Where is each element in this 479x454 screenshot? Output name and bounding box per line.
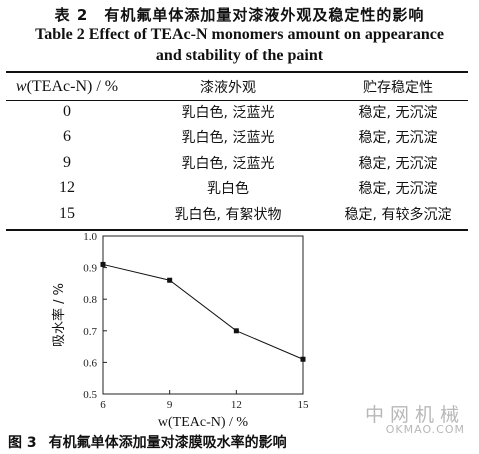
cell-appearance: 乳白色, 泛蓝光: [181, 155, 275, 172]
x-tick-label: 9: [167, 399, 173, 411]
y-tick-label: 1.0: [83, 231, 97, 243]
y-tick-label: 0.7: [83, 326, 97, 338]
cell-stability: 稳定, 无沉淀: [358, 181, 438, 198]
cell-amount: 15: [59, 204, 75, 222]
header-amount-rest: (TEAc-N) / %: [26, 77, 119, 95]
cell-stability: 稳定, 无沉淀: [358, 130, 438, 147]
table-row: 9 乳白色, 泛蓝光 稳定, 无沉淀: [6, 150, 468, 176]
water-absorption-chart: 0.5 0.6 0.7 0.8 0.9 1.0 6 9 12 15 w(TEAc-N) / % 吸水率…: [51, 231, 310, 430]
table-top-rule: [6, 71, 468, 73]
series-line: [102, 263, 304, 360]
cell-stability: 稳定, 有较多沉淀: [344, 206, 452, 223]
table-row: 6 乳白色, 泛蓝光 稳定, 无沉淀: [6, 125, 468, 151]
data-point: [300, 356, 306, 362]
y-tick-label: 0.9: [83, 263, 97, 275]
x-tick-label: 6: [100, 399, 106, 411]
table-caption-cn: 表 2 有机氟单体添加量对漆液外观及稳定性的影响: [54, 6, 425, 24]
figure-caption-text: 有机氟单体添加量对漆膜吸水率的影响: [48, 435, 287, 451]
header-stability: 贮存稳定性: [363, 79, 433, 96]
table-caption-en-line2: and stability of the paint: [155, 47, 324, 64]
cell-appearance: 乳白色, 有絮状物: [174, 206, 282, 223]
cell-amount: 0: [63, 102, 71, 120]
y-tick-label: 0.5: [83, 389, 97, 401]
header-amount: w(TEAc-N) / %: [6, 74, 128, 99]
y-tick-label: 0.8: [83, 294, 97, 306]
cell-amount: 9: [63, 153, 71, 171]
figure-caption-number: 图 3: [8, 435, 37, 451]
watermark-en: OKMAO.COM: [385, 423, 465, 436]
y-axis-label: 吸水率 / %: [51, 283, 67, 347]
header-amount-var: w: [15, 77, 27, 95]
table-bottom-rule: [6, 229, 468, 231]
table-row: 12 乳白色 稳定, 无沉淀: [6, 176, 468, 202]
plot-frame: [102, 235, 304, 395]
header-appearance: 漆液外观: [200, 79, 256, 96]
cell-appearance: 乳白色: [207, 181, 249, 198]
cell-amount: 6: [63, 128, 71, 146]
watermark-cn: 中网机械: [364, 404, 465, 426]
cell-appearance: 乳白色, 泛蓝光: [181, 104, 275, 121]
cell-stability: 稳定, 无沉淀: [358, 104, 438, 121]
table-header-rule: [6, 100, 468, 101]
y-tick-label: 0.6: [83, 357, 97, 369]
data-point: [100, 261, 106, 267]
data-table: w(TEAc-N) / % 漆液外观 贮存稳定性 0 乳白色, 泛蓝光 稳定, …: [6, 74, 468, 227]
table-caption-en-line1: Table 2 Effect of TEAc-N monomers amount…: [35, 26, 444, 43]
data-point: [167, 277, 173, 283]
table-row: 0 乳白色, 泛蓝光 稳定, 无沉淀: [6, 99, 468, 125]
x-tick-label: 12: [231, 399, 242, 411]
cell-stability: 稳定, 无沉淀: [358, 155, 438, 172]
table-header-row: w(TEAc-N) / % 漆液外观 贮存稳定性: [6, 74, 468, 99]
table-row: 15 乳白色, 有絮状物 稳定, 有较多沉淀: [6, 201, 468, 227]
figure-caption: 图 3 有机氟单体添加量对漆膜吸水率的影响: [8, 432, 287, 452]
x-tick-label: 15: [298, 399, 310, 411]
data-point: [233, 328, 239, 334]
cell-appearance: 乳白色, 泛蓝光: [181, 130, 275, 147]
x-axis-label: w(TEAc-N) / %: [158, 415, 249, 430]
cell-amount: 12: [59, 179, 75, 197]
